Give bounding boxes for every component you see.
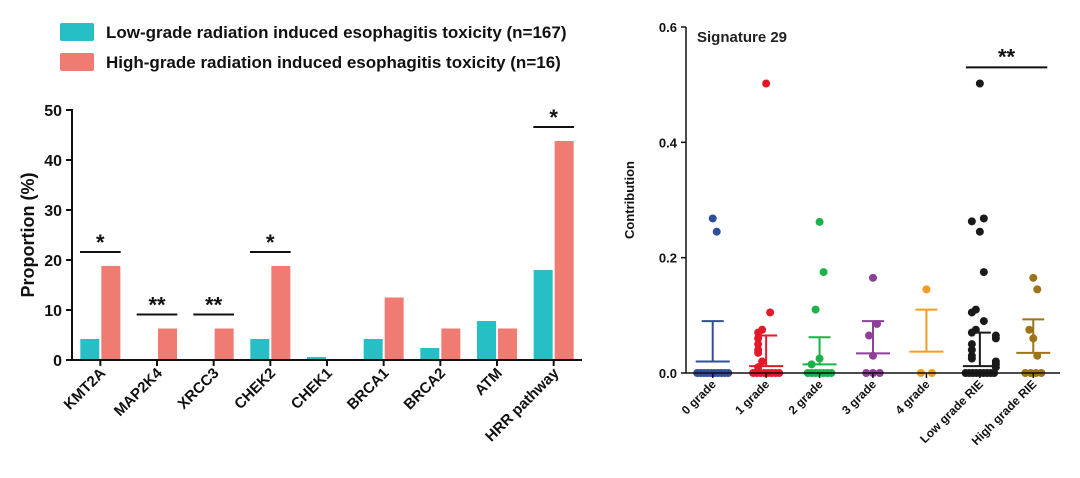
scatter-point-low-grade-rie bbox=[979, 317, 988, 326]
scatter-y-tick-label: 0.6 bbox=[659, 20, 677, 35]
bar-low-atm bbox=[477, 321, 496, 360]
bar-x-tick-label-kmt2a: KMT2A bbox=[61, 365, 110, 414]
scatter-point-1-grade bbox=[754, 340, 763, 349]
bar-low-brca2 bbox=[420, 348, 440, 360]
scatter-x-tick-label-4-grade: 4 grade bbox=[892, 377, 932, 417]
bar-high-xrcc3 bbox=[214, 328, 234, 360]
scatter-point-1-grade bbox=[766, 308, 775, 317]
bar-significance-label: ** bbox=[148, 293, 166, 318]
scatter-y-axis-label: Contribution bbox=[622, 161, 637, 239]
scatter-point-1-grade bbox=[758, 357, 767, 366]
scatter-point-high-grade-rie bbox=[1029, 273, 1038, 282]
bar-high-map2k4 bbox=[158, 328, 177, 360]
scatter-y-tick-label: 0.4 bbox=[659, 135, 678, 150]
scatter-point-low-grade-rie bbox=[991, 334, 1000, 343]
scatter-significance-label: ** bbox=[998, 44, 1016, 69]
bar-low-hrr-pathway bbox=[533, 270, 553, 360]
bar-y-tick-label: 0 bbox=[53, 353, 62, 370]
scatter-point-0-grade bbox=[712, 227, 721, 236]
scatter-point-high-grade-rie bbox=[1033, 285, 1042, 294]
legend-label-high-grade: High-grade radiation induced esophagitis… bbox=[106, 53, 561, 72]
bar-x-tick-label-chek2: CHEK2 bbox=[231, 365, 279, 413]
bar-y-tick-label: 10 bbox=[44, 303, 62, 320]
bar-y-tick-label: 40 bbox=[44, 153, 62, 170]
bar-significance-label: ** bbox=[205, 293, 223, 318]
legend-item-low-grade: Low-grade radiation induced esophagitis … bbox=[60, 23, 567, 42]
scatter-point-low-grade-rie bbox=[967, 217, 976, 226]
bar-high-brca1 bbox=[384, 297, 404, 360]
bar-x-tick-label-brca1: BRCA1 bbox=[344, 365, 393, 414]
bar-y-tick-label: 50 bbox=[44, 103, 62, 120]
scatter-point-2-grade bbox=[811, 305, 820, 314]
scatter-x-tick-label-1-grade: 1 grade bbox=[732, 377, 772, 417]
bar-low-chek1 bbox=[307, 357, 326, 360]
scatter-x-tick-label-0-grade: 0 grade bbox=[679, 377, 719, 417]
legend-swatch-high-grade bbox=[60, 53, 94, 71]
scatter-point-low-grade-rie bbox=[979, 214, 988, 223]
bar-low-chek2 bbox=[250, 339, 270, 360]
scatter-point-high-grade-rie bbox=[1025, 325, 1034, 334]
legend: Low-grade radiation induced esophagitis … bbox=[60, 23, 567, 72]
scatter-x-tick-label-2-grade: 2 grade bbox=[786, 377, 826, 417]
bar-high-kmt2a bbox=[101, 266, 121, 360]
scatter-point-2-grade bbox=[815, 217, 824, 226]
scatter-point-1-grade bbox=[762, 79, 771, 88]
scatter-point-low-grade-rie bbox=[967, 354, 976, 363]
bar-y-axis-label: Proportion (%) bbox=[18, 173, 38, 298]
scatter-point-2-grade bbox=[819, 268, 828, 277]
bar-low-kmt2a bbox=[80, 339, 100, 360]
scatter-point-low-grade-rie bbox=[967, 340, 976, 349]
bar-significance-label: * bbox=[96, 230, 105, 255]
bar-x-tick-label-atm: ATM bbox=[472, 365, 506, 399]
scatter-y-tick-label: 0.0 bbox=[659, 366, 677, 381]
scatter-point-4-grade bbox=[922, 285, 931, 294]
bar-significance-label: * bbox=[266, 230, 275, 255]
bar-high-hrr-pathway bbox=[554, 141, 574, 360]
bar-y-tick-label: 30 bbox=[44, 203, 62, 220]
scatter-y-tick-label: 0.2 bbox=[659, 251, 677, 266]
bar-x-tick-label-brca2: BRCA2 bbox=[401, 365, 450, 414]
bar-high-brca2 bbox=[441, 328, 461, 360]
bar-high-chek2 bbox=[271, 266, 291, 360]
bar-y-tick-label: 20 bbox=[44, 253, 62, 270]
scatter-point-1-grade bbox=[754, 348, 763, 357]
scatter-chart: Signature 29 Contribution 0 grade 1 grade… bbox=[622, 20, 1060, 448]
scatter-x-tick-label-3-grade: 3 grade bbox=[839, 377, 879, 417]
scatter-point-low-grade-rie bbox=[975, 227, 984, 236]
scatter-point-3-grade bbox=[869, 273, 877, 282]
legend-label-low-grade: Low-grade radiation induced esophagitis … bbox=[106, 23, 567, 42]
bar-low-brca1 bbox=[363, 339, 383, 360]
scatter-point-low-grade-rie bbox=[979, 268, 988, 277]
scatter-point-low-grade-rie bbox=[967, 345, 976, 354]
bar-x-tick-label-xrcc3: XRCC3 bbox=[175, 365, 223, 413]
bar-x-tick-label-map2k4: MAP2K4 bbox=[111, 364, 167, 420]
legend-swatch-low-grade bbox=[60, 23, 94, 41]
bar-x-tick-label-chek1: CHEK1 bbox=[288, 365, 336, 413]
scatter-title: Signature 29 bbox=[697, 29, 787, 46]
bar-chart: Low-grade radiation induced esophagitis … bbox=[18, 23, 582, 445]
scatter-point-low-grade-rie bbox=[975, 79, 984, 88]
bar-significance-label: * bbox=[549, 105, 558, 130]
scatter-point-low-grade-rie bbox=[967, 308, 976, 317]
legend-item-high-grade: High-grade radiation induced esophagitis… bbox=[60, 53, 561, 72]
scatter-point-0-grade bbox=[708, 214, 717, 223]
scatter-point-3-grade bbox=[865, 331, 873, 340]
bar-high-atm bbox=[498, 328, 517, 360]
